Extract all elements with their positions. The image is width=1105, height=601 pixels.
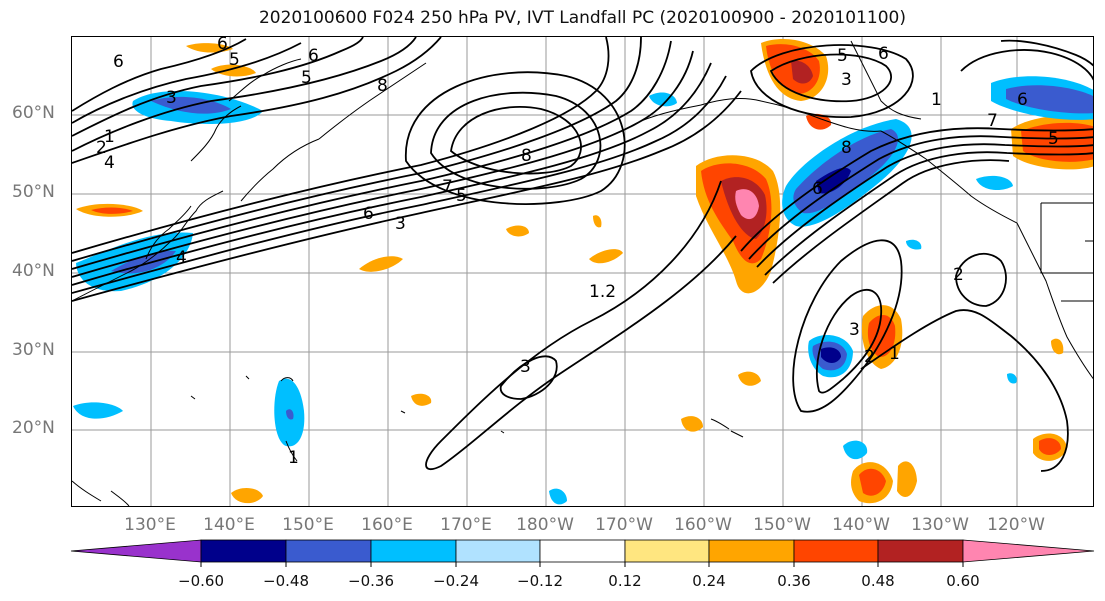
ivt-contours — [72, 37, 1093, 472]
colorbar-tick: −0.36 — [348, 572, 394, 590]
contour-label: 5 — [837, 46, 848, 66]
contour-label: 3 — [395, 214, 406, 234]
lon-label-140e: 140°E — [203, 515, 255, 535]
low-center-contour — [450, 106, 582, 175]
colorbar-tick: 0.12 — [608, 572, 642, 590]
lat-label-20n: 20°N — [12, 418, 55, 438]
lon-label-150e: 150°E — [282, 515, 334, 535]
colorbar-bin — [624, 539, 710, 563]
contour-label: 1 — [931, 90, 942, 110]
colorbar-bin — [793, 539, 879, 563]
figure-title: 2020100600 F024 250 hPa PV, IVT Landfall… — [258, 8, 906, 28]
map-panel: 6 6 5 5 6 3 8 1 2 4 8 7 5 6 3 4 1.2 3 8 … — [71, 36, 1094, 507]
colorbar-tick: 0.36 — [777, 572, 811, 590]
contour-label: 7 — [987, 111, 998, 131]
contour-label: 8 — [841, 138, 852, 158]
lat-label-50n: 50°N — [12, 182, 55, 202]
lat-label-60n: 60°N — [12, 103, 55, 123]
contour-label: 4 — [176, 248, 187, 268]
contour-labels: 6 6 5 5 6 3 8 1 2 4 8 7 5 6 3 4 1.2 3 8 … — [96, 37, 1059, 468]
plume-contour — [425, 180, 737, 471]
contour-label: 4 — [104, 153, 115, 173]
contour-label: 6 — [812, 179, 823, 199]
colorbar-tick: −0.12 — [517, 572, 563, 590]
colorbar-bin — [962, 539, 1095, 563]
lon-label-130e: 130°E — [124, 515, 176, 535]
contour-label: 1 — [104, 127, 115, 147]
colorbar-tick: −0.48 — [263, 572, 309, 590]
contour-label: 6 — [363, 204, 374, 224]
contour-label: 6 — [878, 44, 889, 64]
lon-label-180w: 180°W — [516, 515, 574, 535]
colorbar-tick: 0.24 — [692, 572, 726, 590]
contour-label: 8 — [521, 146, 532, 166]
contour-label: 6 — [217, 37, 228, 54]
colorbar-bin — [539, 539, 626, 563]
lon-label-160w: 160°W — [674, 515, 732, 535]
contour-label: 1 — [889, 344, 900, 364]
colorbar-tick: 0.60 — [946, 572, 980, 590]
contour-label: 5 — [456, 186, 467, 206]
colorbar-tick: −0.24 — [433, 572, 479, 590]
colorbar-bin — [708, 539, 795, 563]
colorbar-tick: −0.60 — [178, 572, 224, 590]
contour-label: 6 — [1017, 90, 1028, 110]
contour-label: 1 — [288, 448, 299, 468]
lon-label-170e: 170°E — [440, 515, 492, 535]
colorbar-bin — [285, 539, 372, 563]
contour-label: 5 — [1048, 129, 1059, 149]
contour-label: 2 — [864, 347, 875, 367]
lat-label-40n: 40°N — [12, 261, 55, 281]
lon-label-150w: 150°W — [753, 515, 811, 535]
lon-label-140w: 140°W — [832, 515, 890, 535]
lon-label-170w: 170°W — [595, 515, 653, 535]
contour-label: 6 — [113, 52, 124, 72]
colorbar-bin — [455, 539, 541, 563]
contour-label: 2 — [96, 138, 107, 158]
lon-label-120w: 120°W — [987, 515, 1045, 535]
colorbar-tick: 0.48 — [861, 572, 895, 590]
contour-label: 5 — [301, 68, 312, 88]
contour-label: 3 — [841, 70, 852, 90]
contour-label: 8 — [377, 76, 388, 96]
contour-label: 3 — [849, 320, 860, 340]
colorbar-bin — [370, 539, 457, 563]
contour-label: 7 — [442, 177, 453, 197]
contour-label: 3 — [520, 357, 531, 377]
contour-label: 1.2 — [589, 282, 616, 302]
coastlines — [72, 40, 1093, 506]
colorbar-bin — [877, 539, 964, 563]
contour-label: 3 — [166, 88, 177, 108]
lon-label-160e: 160°E — [361, 515, 413, 535]
colorbar-bin — [200, 539, 287, 563]
contour-label: 5 — [229, 50, 240, 70]
colorbar-bin — [70, 539, 202, 563]
contour-label: 6 — [308, 46, 319, 66]
lat-label-30n: 30°N — [12, 340, 55, 360]
jet-contour — [72, 90, 742, 302]
map-canvas: 6 6 5 5 6 3 8 1 2 4 8 7 5 6 3 4 1.2 3 8 … — [72, 37, 1093, 506]
lon-label-130w: 130°W — [911, 515, 969, 535]
contour-label: 2 — [953, 265, 964, 285]
